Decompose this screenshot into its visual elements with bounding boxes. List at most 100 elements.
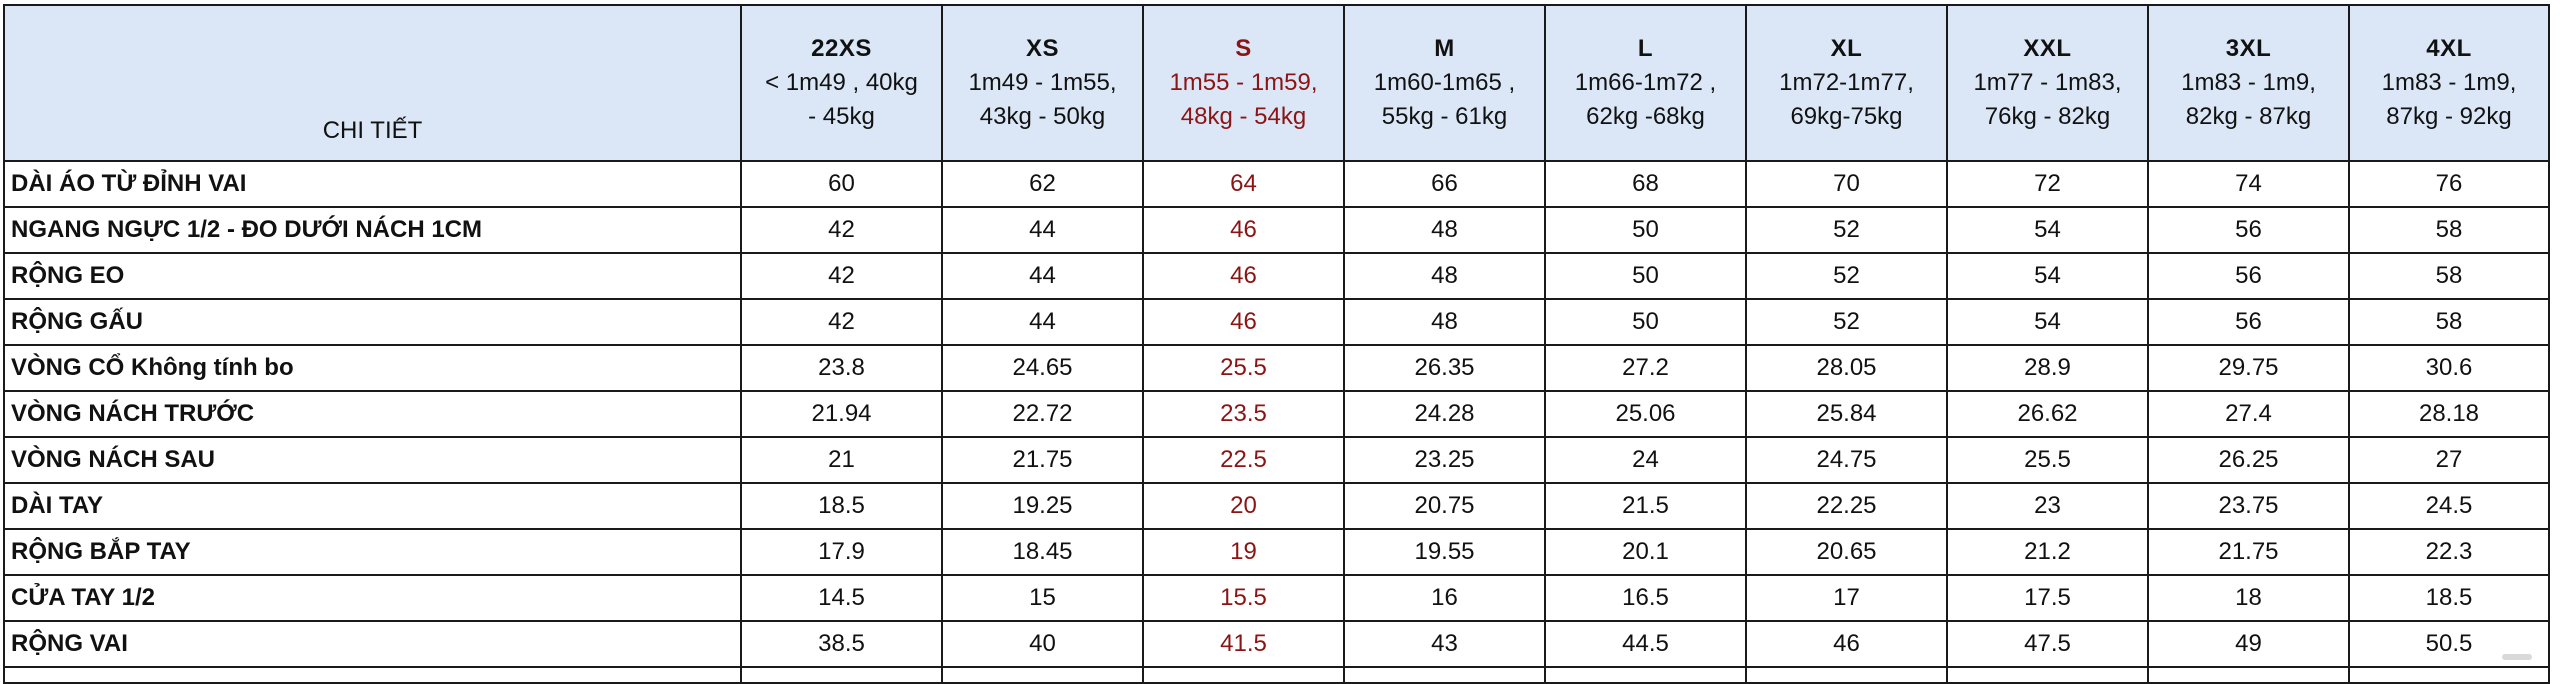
scroll-indicator: [2502, 654, 2532, 660]
table-row: DÀI ÁO TỪ ĐỈNH VAI 60 62 64 66 68 70 72 74 76: [3, 160, 2550, 208]
measurement-cell: 20.75: [1343, 482, 1546, 530]
measurement-cell: 56: [2147, 298, 2350, 346]
detail-column-header: CHI TIẾT: [3, 4, 742, 162]
measurement-cell: 17.9: [740, 528, 943, 576]
row-label: VÒNG CỔ Không tính bo: [3, 344, 742, 392]
table-row: RỘNG EO 42 44 46 48 50 52 54 56 58: [3, 252, 2550, 300]
measurement-cell: 30.6: [2348, 344, 2550, 392]
measurement-cell: [1343, 666, 1546, 684]
row-label: RỘNG EO: [3, 252, 742, 300]
size-range: 1m83 - 1m9, 87kg - 92kg: [2381, 69, 2517, 130]
measurement-cell: 21.75: [941, 436, 1144, 484]
measurement-cell: [1745, 666, 1948, 684]
size-name: 22XS: [811, 35, 872, 62]
measurement-cell: 42: [740, 298, 943, 346]
measurement-cell: 56: [2147, 252, 2350, 300]
measurement-cell: 66: [1343, 160, 1546, 208]
measurement-cell: 21.5: [1544, 482, 1747, 530]
measurement-cell: 46: [1142, 298, 1345, 346]
table-row: VÒNG NÁCH SAU 21 21.75 22.5 23.25 24 24.75 25.5…: [3, 436, 2550, 484]
measurement-cell: 58: [2348, 252, 2550, 300]
measurement-cell: 24.28: [1343, 390, 1546, 438]
measurement-cell: [941, 666, 1144, 684]
size-header: CHI TIẾT 22XS < 1m49 , 40kg - 45kg XS 1m49 …: [3, 4, 2550, 162]
measurement-cell: 16.5: [1544, 574, 1747, 622]
measurement-cell: 40: [941, 620, 1144, 668]
row-label: DÀI TAY: [3, 482, 742, 530]
measurement-cell: 19.25: [941, 482, 1144, 530]
measurement-cell: 50: [1544, 298, 1747, 346]
table-row: RỘNG GẤU 42 44 46 48 50 52 54 56 58: [3, 298, 2550, 346]
row-label: NGANG NGỰC 1/2 - ĐO DƯỚI NÁCH 1CM: [3, 206, 742, 254]
measurement-cell: 48: [1343, 252, 1546, 300]
measurement-cell: 46: [1142, 252, 1345, 300]
measurement-cell: 56: [2147, 206, 2350, 254]
measurement-cell: 58: [2348, 298, 2550, 346]
measurement-cell: 27: [2348, 436, 2550, 484]
size-header-l: L 1m66-1m72 , 62kg -68kg: [1544, 4, 1747, 162]
measurement-cell: 72: [1946, 160, 2149, 208]
table-row: NGANG NGỰC 1/2 - ĐO DƯỚI NÁCH 1CM 42 44 46 4…: [3, 206, 2550, 254]
row-label: RỘNG GẤU: [3, 298, 742, 346]
size-name: XL: [1830, 35, 1863, 62]
size-name: S: [1235, 35, 1252, 62]
measurement-cell: 21.2: [1946, 528, 2149, 576]
size-name: XS: [1025, 35, 1059, 62]
measurement-cell: 24.5: [2348, 482, 2550, 530]
measurement-cell: 47.5: [1946, 620, 2149, 668]
row-label: VÒNG NÁCH TRƯỚC: [3, 390, 742, 438]
measurement-cell: 15: [941, 574, 1144, 622]
measurement-cell: 38.5: [740, 620, 943, 668]
measurement-cell: 50.5: [2348, 620, 2550, 668]
measurement-cell: 15.5: [1142, 574, 1345, 622]
measurement-cell: 21: [740, 436, 943, 484]
measurement-cell: 18: [2147, 574, 2350, 622]
size-header-22xs: 22XS < 1m49 , 40kg - 45kg: [740, 4, 943, 162]
measurement-cell: 70: [1745, 160, 1948, 208]
size-range: 1m83 - 1m9, 82kg - 87kg: [2181, 69, 2316, 130]
measurement-cell: 54: [1946, 252, 2149, 300]
measurement-cell: 50: [1544, 206, 1747, 254]
measurement-cell: 23.25: [1343, 436, 1546, 484]
measurement-cell: 25.5: [1142, 344, 1345, 392]
measurement-cell: 74: [2147, 160, 2350, 208]
size-range: 1m72-1m77, 69kg-75kg: [1779, 69, 1914, 130]
size-range: 1m66-1m72 , 62kg -68kg: [1574, 69, 1717, 130]
measurement-cell: 44: [941, 252, 1144, 300]
measurement-rows: DÀI ÁO TỪ ĐỈNH VAI 60 62 64 66 68 70 72 74 76 NGAN…: [3, 160, 2550, 684]
size-header-m: M 1m60-1m65 , 55kg - 61kg: [1343, 4, 1546, 162]
measurement-cell: 18.5: [2348, 574, 2550, 622]
measurement-cell: [3, 666, 742, 684]
measurement-cell: 44: [941, 298, 1144, 346]
measurement-cell: 49: [2147, 620, 2350, 668]
measurement-cell: 60: [740, 160, 943, 208]
size-name: L: [1637, 35, 1654, 62]
measurement-cell: 24.65: [941, 344, 1144, 392]
measurement-cell: 23: [1946, 482, 2149, 530]
size-range: < 1m49 , 40kg - 45kg: [765, 69, 918, 130]
measurement-cell: 52: [1745, 298, 1948, 346]
measurement-cell: 25.06: [1544, 390, 1747, 438]
measurement-cell: [740, 666, 943, 684]
measurement-cell: 76: [2348, 160, 2550, 208]
measurement-cell: [2147, 666, 2350, 684]
measurement-cell: 23.75: [2147, 482, 2350, 530]
measurement-cell: 64: [1142, 160, 1345, 208]
measurement-cell: 52: [1745, 206, 1948, 254]
measurement-cell: 18.45: [941, 528, 1144, 576]
measurement-cell: [1946, 666, 2149, 684]
measurement-cell: 16: [1343, 574, 1546, 622]
measurement-cell: 18.5: [740, 482, 943, 530]
measurement-cell: 62: [941, 160, 1144, 208]
measurement-cell: 17: [1745, 574, 1948, 622]
measurement-cell: 54: [1946, 206, 2149, 254]
table-row: CỬA TAY 1/2 14.5 15 15.5 16 16.5 17 17.5 18 18.5: [3, 574, 2550, 622]
measurement-cell: 44: [941, 206, 1144, 254]
measurement-cell: 17.5: [1946, 574, 2149, 622]
size-header-3xl: 3XL 1m83 - 1m9, 82kg - 87kg: [2147, 4, 2350, 162]
measurement-cell: 22.72: [941, 390, 1144, 438]
row-label: RỘNG BẮP TAY: [3, 528, 742, 576]
size-range: 1m60-1m65 , 55kg - 61kg: [1373, 69, 1516, 130]
measurement-cell: 22.3: [2348, 528, 2550, 576]
measurement-cell: 41.5: [1142, 620, 1345, 668]
